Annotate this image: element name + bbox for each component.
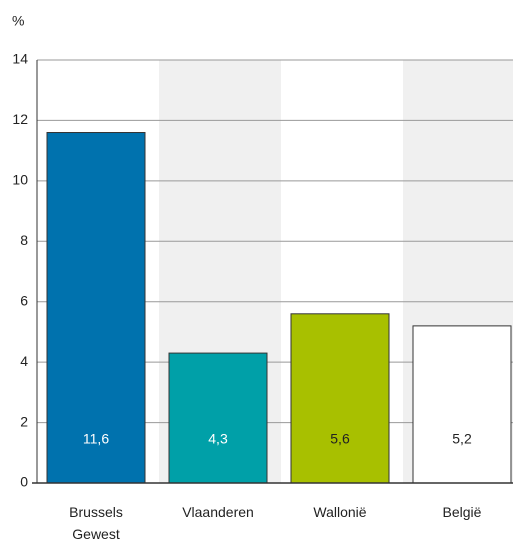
y-axis-label: % <box>12 13 24 29</box>
y-tick-label: 8 <box>20 232 28 248</box>
y-tick-label: 4 <box>20 353 28 369</box>
bar <box>168 352 268 484</box>
bar <box>412 325 512 484</box>
x-tick-label: Brussels Gewest <box>69 504 123 542</box>
x-tick-label: Wallonië <box>313 504 367 520</box>
bar <box>290 313 390 484</box>
y-tick-label: 2 <box>20 413 28 429</box>
y-tick-label: 14 <box>12 51 28 67</box>
value-label: 5,6 <box>330 431 350 447</box>
x-tick-label: Vlaanderen <box>182 504 254 520</box>
y-tick-label: 0 <box>20 474 28 490</box>
value-label: 11,6 <box>83 431 109 447</box>
y-tick-label: 10 <box>12 172 28 188</box>
x-tick-label: België <box>442 504 482 520</box>
y-tick-label: 6 <box>20 292 28 308</box>
value-label: 4,3 <box>208 431 228 447</box>
bar <box>46 132 146 484</box>
y-tick-label: 12 <box>12 111 28 127</box>
value-label: 5,2 <box>452 431 472 447</box>
